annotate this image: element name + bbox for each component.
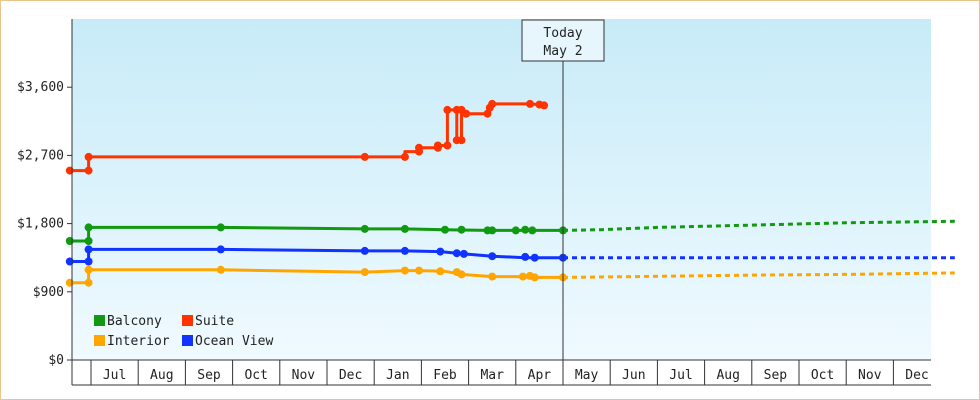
month-label: Oct: [811, 368, 834, 383]
interior-point[interactable]: [84, 278, 93, 287]
suite-point[interactable]: [84, 152, 93, 161]
y-tick-label: $1,800: [17, 217, 64, 232]
month-label: Jul: [669, 368, 692, 383]
balcony-forecast-line: [562, 219, 955, 232]
interior-point[interactable]: [84, 265, 93, 274]
interior-point[interactable]: [457, 270, 466, 279]
suite-point[interactable]: [433, 141, 442, 150]
suite-point[interactable]: [415, 143, 423, 152]
balcony-point[interactable]: [84, 223, 93, 232]
balcony-point[interactable]: [400, 224, 409, 233]
today-box: [521, 19, 605, 62]
interior-point[interactable]: [360, 268, 369, 277]
balcony-point[interactable]: [65, 237, 74, 245]
ocean-view-point[interactable]: [360, 246, 369, 255]
today-date: May 2: [543, 44, 582, 59]
interior-point[interactable]: [518, 272, 527, 281]
legend-swatch-suite: [182, 315, 193, 326]
series-balcony: [65, 219, 955, 245]
interior-point[interactable]: [488, 272, 497, 281]
series-suite: [65, 99, 549, 175]
y-tick-label: $900: [33, 285, 64, 300]
interior-point[interactable]: [436, 267, 445, 276]
ocean-view-point[interactable]: [452, 249, 461, 258]
legend-swatch-balcony: [94, 315, 105, 326]
suite-point[interactable]: [443, 141, 452, 150]
ocean-view-point[interactable]: [84, 257, 93, 266]
month-label: Mar: [480, 368, 504, 383]
month-label: Apr: [528, 368, 552, 383]
balcony-point[interactable]: [511, 226, 520, 235]
y-tick-label: $2,700: [17, 148, 64, 163]
month-label: Feb: [433, 368, 457, 383]
suite-point[interactable]: [84, 166, 93, 175]
legend-label-interior: Interior: [107, 334, 170, 349]
y-tick-label: $3,600: [17, 80, 64, 95]
month-label: Jan: [386, 368, 409, 383]
suite-point[interactable]: [462, 109, 471, 118]
ocean-view-point[interactable]: [216, 245, 225, 254]
legend-label-ocean-view: Ocean View: [195, 334, 273, 349]
ocean-view-point[interactable]: [84, 245, 93, 254]
legend-swatch-interior: [94, 335, 105, 346]
today-label: Today: [543, 26, 582, 41]
legend-label-balcony: Balcony: [107, 314, 162, 329]
month-label: Dec: [339, 368, 362, 383]
balcony-point[interactable]: [521, 225, 530, 234]
balcony-point[interactable]: [457, 225, 466, 234]
balcony-point[interactable]: [441, 225, 449, 234]
ocean-view-point[interactable]: [436, 247, 445, 256]
balcony-point[interactable]: [488, 226, 497, 235]
interior-forecast-line: [562, 271, 955, 279]
balcony-point[interactable]: [84, 237, 93, 245]
balcony-point[interactable]: [216, 223, 225, 232]
month-label: Dec: [905, 368, 928, 383]
month-label: Nov: [858, 368, 882, 383]
month-label: Sep: [197, 368, 221, 383]
suite-point[interactable]: [360, 152, 369, 161]
y-tick-label: $0: [48, 353, 64, 368]
suite-point[interactable]: [443, 105, 452, 114]
balcony-point[interactable]: [528, 226, 537, 235]
month-label: Oct: [244, 368, 267, 383]
ocean-view-point[interactable]: [65, 257, 74, 266]
interior-point[interactable]: [216, 265, 225, 274]
balcony-point[interactable]: [360, 224, 369, 233]
suite-point[interactable]: [526, 99, 534, 108]
month-label: Jun: [622, 368, 645, 383]
suite-point[interactable]: [457, 136, 466, 145]
interior-point[interactable]: [530, 273, 539, 282]
ocean-view-point[interactable]: [488, 252, 497, 261]
interior-point[interactable]: [415, 266, 423, 275]
month-label: Aug: [150, 368, 173, 383]
suite-point[interactable]: [540, 101, 549, 110]
series-interior: [65, 265, 955, 287]
ocean-view-point[interactable]: [530, 253, 539, 262]
suite-point[interactable]: [65, 166, 74, 175]
plot-background: [72, 19, 931, 360]
month-label: May: [575, 368, 599, 383]
month-label: Sep: [764, 368, 788, 383]
month-label: Aug: [716, 368, 739, 383]
legend-label-suite: Suite: [195, 314, 234, 329]
ocean-view-point[interactable]: [521, 252, 530, 261]
month-label: Nov: [292, 368, 316, 383]
interior-point[interactable]: [65, 278, 74, 287]
ocean-view-point[interactable]: [400, 246, 409, 255]
ocean-view-point[interactable]: [459, 249, 468, 258]
suite-point[interactable]: [483, 109, 492, 118]
balcony-line: [69, 225, 563, 243]
legend-swatch-ocean-view: [182, 335, 193, 346]
series-ocean-view: [65, 245, 955, 266]
month-label: Jul: [103, 368, 126, 383]
suite-point[interactable]: [400, 152, 409, 161]
interior-point[interactable]: [400, 266, 409, 275]
suite-point[interactable]: [488, 99, 497, 108]
